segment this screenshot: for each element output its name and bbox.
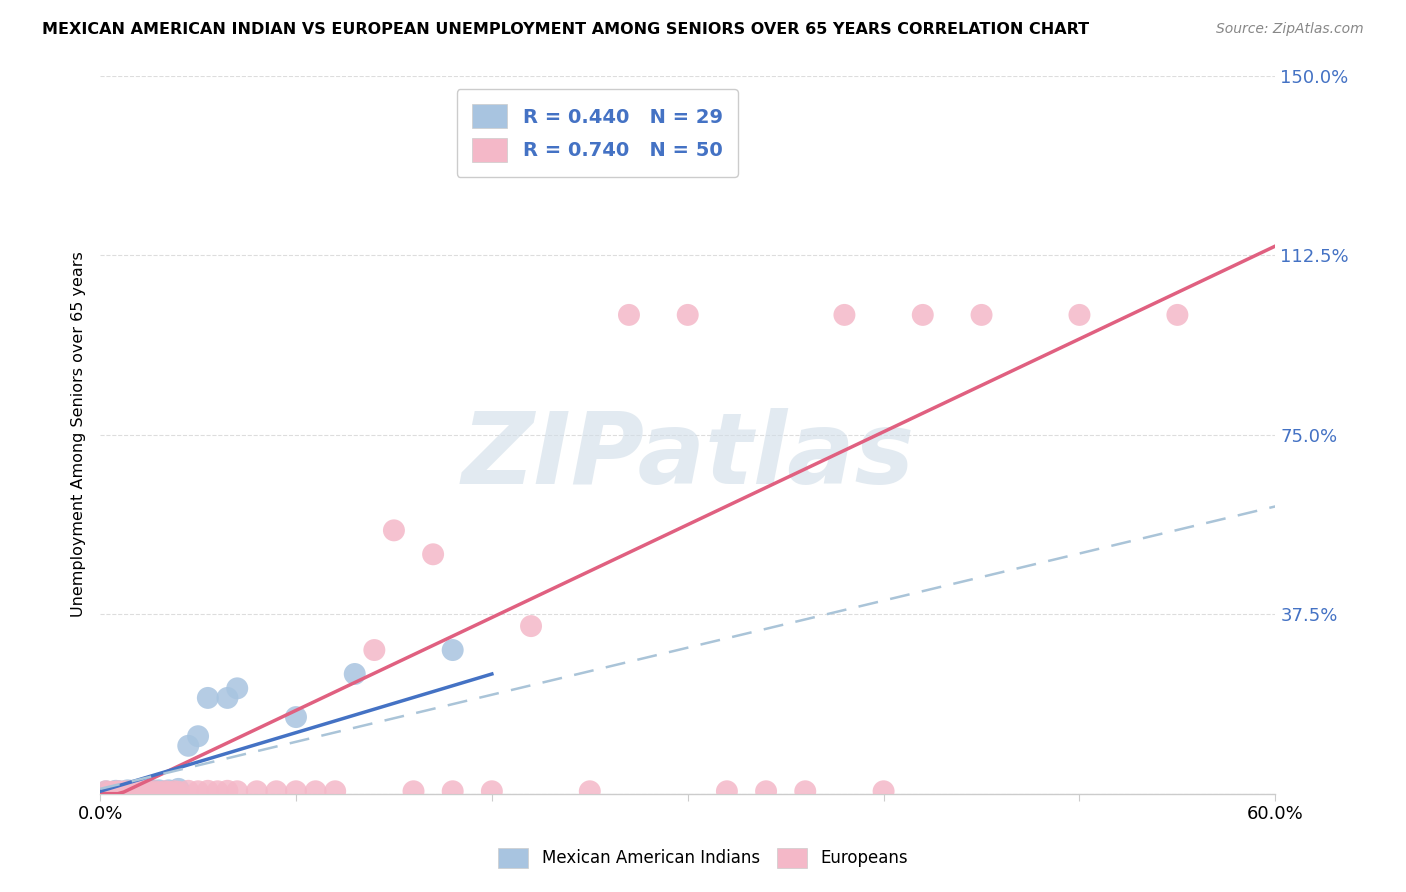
Point xyxy=(304,784,326,798)
Point xyxy=(266,784,288,798)
Point xyxy=(128,784,150,798)
Point xyxy=(112,785,135,799)
Point xyxy=(167,785,190,799)
Point xyxy=(197,690,219,705)
Point xyxy=(148,785,170,799)
Point xyxy=(124,784,146,798)
Point xyxy=(148,783,170,797)
Point xyxy=(98,785,121,799)
Point xyxy=(114,784,136,798)
Point xyxy=(441,784,464,798)
Point xyxy=(970,308,993,322)
Point xyxy=(363,643,385,657)
Point xyxy=(114,785,136,799)
Point xyxy=(111,785,134,799)
Point xyxy=(755,784,778,798)
Point xyxy=(422,547,444,561)
Y-axis label: Unemployment Among Seniors over 65 years: Unemployment Among Seniors over 65 years xyxy=(72,252,86,617)
Point xyxy=(187,784,209,798)
Point xyxy=(676,308,699,322)
Text: ZIPatlas: ZIPatlas xyxy=(461,408,914,505)
Point xyxy=(323,784,346,798)
Point xyxy=(872,784,894,798)
Point xyxy=(107,784,129,798)
Point xyxy=(167,781,190,796)
Point xyxy=(177,739,200,753)
Point xyxy=(217,690,239,705)
Point xyxy=(122,785,145,799)
Point xyxy=(1166,308,1188,322)
Point xyxy=(246,784,269,798)
Point xyxy=(108,784,131,798)
Point xyxy=(121,784,143,798)
Point xyxy=(716,784,738,798)
Text: MEXICAN AMERICAN INDIAN VS EUROPEAN UNEMPLOYMENT AMONG SENIORS OVER 65 YEARS COR: MEXICAN AMERICAN INDIAN VS EUROPEAN UNEM… xyxy=(42,22,1090,37)
Point xyxy=(794,784,817,798)
Point xyxy=(520,619,543,633)
Point xyxy=(481,784,503,798)
Point xyxy=(157,785,180,799)
Point xyxy=(101,785,124,799)
Point xyxy=(121,784,143,798)
Point xyxy=(207,784,229,798)
Point xyxy=(124,785,146,799)
Point xyxy=(285,710,308,724)
Point xyxy=(118,784,141,798)
Point xyxy=(382,524,405,538)
Point xyxy=(285,784,308,798)
Point xyxy=(94,784,117,798)
Point xyxy=(343,667,366,681)
Point xyxy=(226,784,249,798)
Point xyxy=(132,784,155,798)
Point xyxy=(138,782,160,797)
Point xyxy=(1069,308,1091,322)
Point xyxy=(197,784,219,798)
Point xyxy=(108,785,131,799)
Point xyxy=(104,784,127,798)
Point xyxy=(142,783,165,797)
Point xyxy=(157,783,180,797)
Legend: R = 0.440   N = 29, R = 0.740   N = 50: R = 0.440 N = 29, R = 0.740 N = 50 xyxy=(457,89,738,178)
Point xyxy=(187,729,209,743)
Point xyxy=(153,784,176,798)
Point xyxy=(103,785,125,799)
Point xyxy=(127,785,149,799)
Point xyxy=(132,784,155,798)
Point xyxy=(441,643,464,657)
Legend: Mexican American Indians, Europeans: Mexican American Indians, Europeans xyxy=(492,841,914,875)
Point xyxy=(617,308,640,322)
Point xyxy=(104,785,127,799)
Point xyxy=(138,785,160,799)
Text: Source: ZipAtlas.com: Source: ZipAtlas.com xyxy=(1216,22,1364,37)
Point xyxy=(128,785,150,799)
Point xyxy=(578,784,600,798)
Point xyxy=(94,784,117,798)
Point xyxy=(402,784,425,798)
Point xyxy=(177,784,200,798)
Point xyxy=(118,785,141,799)
Point xyxy=(98,785,121,799)
Point xyxy=(217,784,239,798)
Point xyxy=(911,308,934,322)
Point xyxy=(117,783,139,797)
Point xyxy=(107,785,129,799)
Point xyxy=(163,784,186,798)
Point xyxy=(834,308,856,322)
Point xyxy=(226,681,249,696)
Point xyxy=(143,784,166,798)
